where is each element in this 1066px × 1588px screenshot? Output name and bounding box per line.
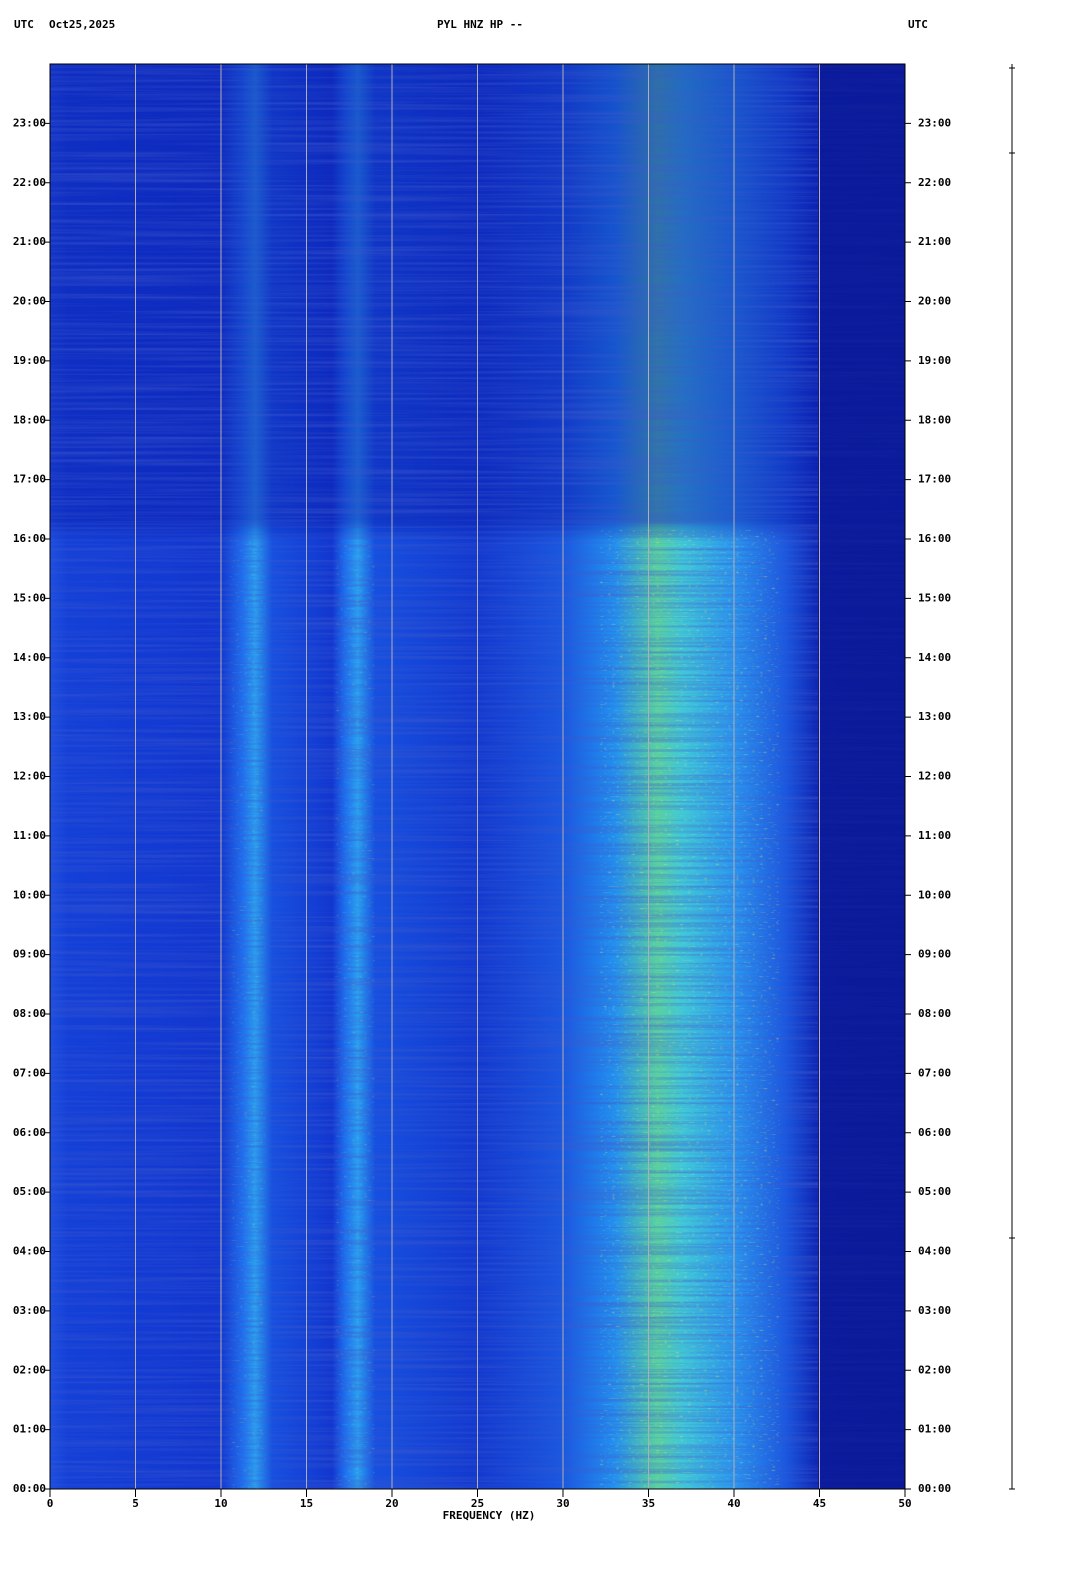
y-tick-label-right: 03:00: [918, 1304, 951, 1317]
x-tick-label: 5: [132, 1497, 139, 1510]
y-tick-label: 21:00: [13, 235, 46, 248]
y-tick-label: 18:00: [13, 413, 46, 426]
y-tick-label-right: 09:00: [918, 948, 951, 961]
y-tick-label-right: 14:00: [918, 651, 951, 664]
x-tick-label: 35: [642, 1497, 655, 1510]
y-tick-label: 08:00: [13, 1007, 46, 1020]
x-tick-label: 15: [300, 1497, 313, 1510]
y-tick-label-right: 11:00: [918, 829, 951, 842]
x-axis-label: FREQUENCY (HZ): [443, 1509, 536, 1522]
y-tick-label-right: 00:00: [918, 1482, 951, 1495]
time-zone-label: UTC: [14, 18, 34, 31]
y-tick-label: 06:00: [13, 1126, 46, 1139]
y-tick-label: 01:00: [13, 1423, 46, 1436]
y-tick-label: 03:00: [13, 1304, 46, 1317]
y-tick-label: 14:00: [13, 651, 46, 664]
side-bar: [1009, 64, 1015, 1490]
y-tick-label-right: 15:00: [918, 591, 951, 604]
y-tick-label-right: 16:00: [918, 532, 951, 545]
y-tick-label-right: 07:00: [918, 1066, 951, 1079]
x-tick-label: 40: [727, 1497, 740, 1510]
y-tick-label-right: 08:00: [918, 1007, 951, 1020]
y-tick-label: 17:00: [13, 473, 46, 486]
x-tick-label: 10: [214, 1497, 227, 1510]
y-tick-label-right: 04:00: [918, 1245, 951, 1258]
x-tick-label: 45: [813, 1497, 826, 1510]
header: UTC Oct25,2025 PYL HNZ HP -- UTC: [14, 18, 928, 31]
y-tick-label: 20:00: [13, 295, 46, 308]
time-zone-label-right: UTC: [908, 18, 928, 31]
y-tick-label-right: 10:00: [918, 888, 951, 901]
y-tick-label-right: 02:00: [918, 1363, 951, 1376]
y-tick-label: 12:00: [13, 770, 46, 783]
y-tick-label-right: 06:00: [918, 1126, 951, 1139]
y-tick-label: 22:00: [13, 176, 46, 189]
x-tick-label: 30: [556, 1497, 569, 1510]
y-tick-label: 05:00: [13, 1185, 46, 1198]
y-tick-label-right: 20:00: [918, 295, 951, 308]
y-tick-label: 04:00: [13, 1245, 46, 1258]
y-tick-label-right: 18:00: [918, 413, 951, 426]
x-tick-label: 20: [385, 1497, 398, 1510]
y-tick-label: 15:00: [13, 591, 46, 604]
y-tick-label: 11:00: [13, 829, 46, 842]
y-tick-label: 07:00: [13, 1066, 46, 1079]
y-tick-label: 13:00: [13, 710, 46, 723]
grid: [135, 64, 820, 1489]
y-tick-label-right: 12:00: [918, 770, 951, 783]
y-tick-label-right: 23:00: [918, 116, 951, 129]
y-tick-label: 02:00: [13, 1363, 46, 1376]
y-tick-label: 19:00: [13, 354, 46, 367]
y-tick-label-right: 21:00: [918, 235, 951, 248]
y-tick-label: 16:00: [13, 532, 46, 545]
y-tick-label-right: 17:00: [918, 473, 951, 486]
y-tick-label-right: 22:00: [918, 176, 951, 189]
y-tick-label-right: 19:00: [918, 354, 951, 367]
y-tick-label-right: 13:00: [918, 710, 951, 723]
y-tick-label: 23:00: [13, 116, 46, 129]
x-tick-label: 50: [898, 1497, 911, 1510]
y-tick-label-right: 01:00: [918, 1423, 951, 1436]
x-tick-label: 0: [47, 1497, 54, 1510]
y-tick-label: 10:00: [13, 888, 46, 901]
y-tick-label: 09:00: [13, 948, 46, 961]
y-tick-label-right: 05:00: [918, 1185, 951, 1198]
date-label: Oct25,2025: [49, 18, 115, 31]
x-tick-label: 25: [471, 1497, 484, 1510]
chart-title: PYL HNZ HP --: [437, 18, 523, 31]
y-tick-label: 00:00: [13, 1482, 46, 1495]
